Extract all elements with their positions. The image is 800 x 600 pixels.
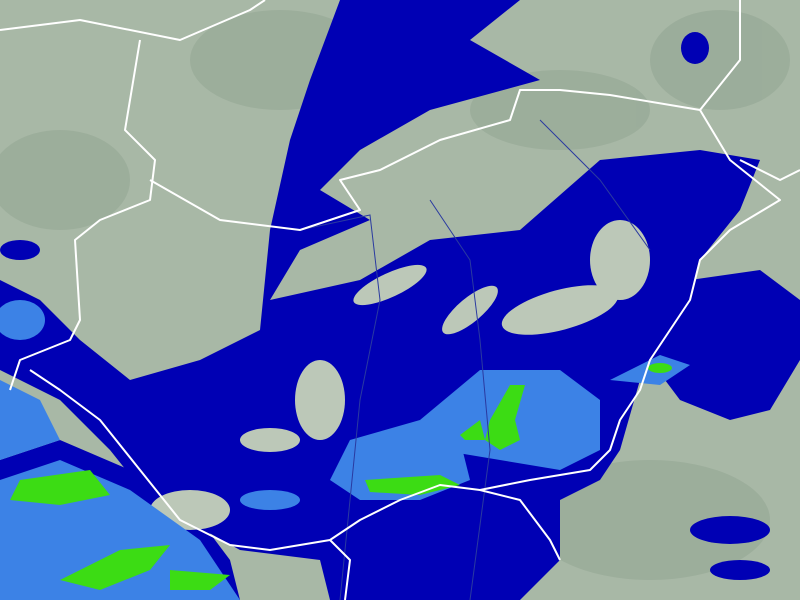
terrain-holes (150, 220, 650, 530)
precip-heavy-layer (10, 363, 672, 590)
